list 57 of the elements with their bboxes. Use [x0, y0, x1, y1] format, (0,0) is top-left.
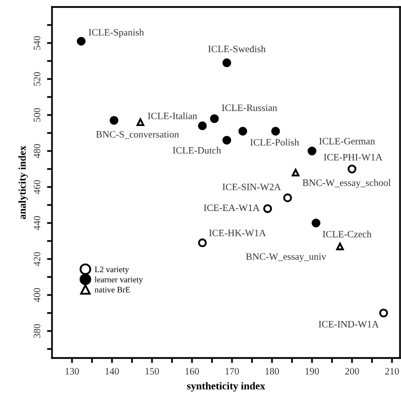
y-tick-label: 460: [34, 180, 40, 194]
annotation: ICLE-Italian: [148, 112, 198, 120]
x-tick-label: 170: [226, 368, 239, 375]
x-tick-label: 140: [106, 368, 119, 375]
annotation: ICLE-German: [319, 138, 375, 144]
annotation: ICLE-Swedish: [208, 45, 266, 52]
annotation: BNC-S_conversation: [96, 131, 179, 139]
point: [76, 36, 86, 46]
x-tick-label: 210: [385, 368, 399, 375]
point: [110, 116, 118, 125]
point: [238, 126, 248, 136]
y-tick-label: 400: [34, 288, 40, 302]
annotation: ICLE-Russian: [222, 104, 278, 112]
annotation: ICE-EA-W1A: [204, 204, 260, 212]
x-tick-label: 190: [306, 368, 319, 375]
point: [379, 308, 388, 318]
y-tick-label: 540: [34, 36, 40, 50]
annotation: ICLE-Dutch: [172, 146, 221, 154]
x-tick-label: 200: [345, 368, 359, 375]
point: [222, 58, 232, 68]
y-tick-label: 380: [34, 324, 40, 338]
annotation: ICLE-Czech: [322, 230, 372, 238]
point: [292, 168, 300, 176]
point: [136, 118, 144, 126]
x-tick-label: 150: [146, 368, 159, 375]
annotation: BNC-W_essay_univ: [246, 253, 326, 262]
point: [348, 164, 356, 174]
legend-label: learner variety: [94, 276, 143, 284]
x-tick-label: 130: [66, 368, 79, 375]
point: [312, 218, 320, 228]
point: [198, 238, 207, 248]
x-tick-label: 160: [186, 368, 199, 375]
annotation: ICE-HK-W1A: [209, 230, 266, 236]
point: [210, 114, 219, 123]
y-tick-label: 420: [34, 252, 40, 266]
annotation: BNC-W_essay_school: [302, 179, 391, 188]
x-axis-title: syntheticity index: [187, 382, 266, 392]
legend-label: native BrE: [94, 286, 130, 292]
annotation: ICE-PHI-W1A: [324, 154, 382, 160]
y-tick-label: 520: [34, 72, 40, 86]
point: [308, 146, 316, 156]
y-axis-title: analyticity index: [18, 146, 28, 220]
legend-label: L2 variety: [94, 266, 129, 274]
y-tick-label: 500: [34, 108, 40, 122]
annotation: ICE-IND-W1A: [318, 320, 379, 328]
x-tick-label: 180: [266, 368, 279, 375]
point: [222, 136, 232, 145]
point: [336, 242, 344, 250]
point: [283, 193, 292, 202]
annotation: ICLE-Polish: [250, 138, 300, 146]
point: [271, 126, 280, 136]
point: [198, 121, 207, 130]
y-tick-label: 480: [34, 144, 40, 158]
point: [263, 204, 272, 213]
annotation: ICE-SIN-W2A: [222, 184, 281, 190]
y-tick-label: 440: [34, 216, 40, 230]
annotation: ICLE-Spanish: [88, 28, 144, 38]
